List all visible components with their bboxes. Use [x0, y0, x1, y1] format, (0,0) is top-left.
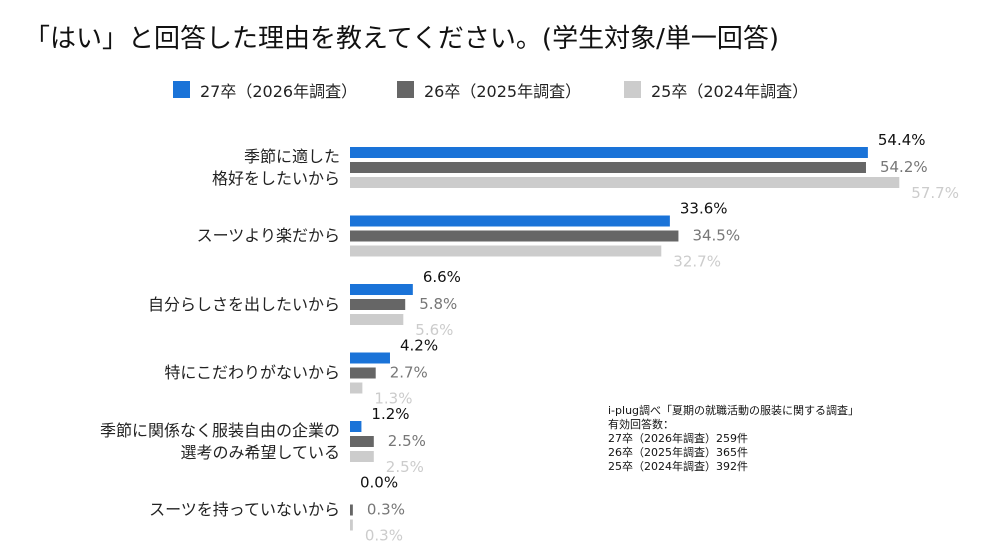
source-note: 25卒（2024年調査）392件	[608, 460, 748, 473]
value-label: 34.5%	[692, 227, 740, 245]
category-label: スーツより楽だから	[196, 226, 340, 245]
bar	[350, 147, 868, 158]
bar	[350, 382, 363, 394]
source-note: 有効回答数：	[608, 418, 674, 431]
category-label: スーツを持っていないから	[149, 500, 340, 519]
source-note: 27卒（2026年調査）259件	[608, 432, 748, 445]
bar	[350, 230, 679, 242]
bar	[350, 352, 390, 364]
bar	[350, 299, 406, 310]
value-label: 54.4%	[878, 131, 926, 149]
value-label: 32.7%	[673, 253, 721, 271]
value-label: 2.5%	[386, 458, 424, 476]
category-label: 季節に関係なく服装自由の企業の 選考のみ希望している	[99, 420, 340, 462]
category-label: 自分らしさを出したいから	[147, 294, 340, 314]
category-label: 季節に適した 格好をしたいから	[211, 146, 340, 188]
value-label: 6.6%	[423, 268, 461, 286]
bar	[350, 421, 362, 432]
legend-label: 25卒（2024年調査）	[651, 82, 809, 101]
bar	[350, 215, 670, 227]
value-label: 5.6%	[415, 321, 453, 339]
chart-title: 「はい」と回答した理由を教えてください。(学生対象/単一回答)	[24, 24, 779, 54]
legend-swatch	[397, 81, 414, 98]
legend-label: 27卒（2026年調査）	[200, 82, 358, 101]
value-label: 57.7%	[911, 184, 959, 202]
value-label: 54.2%	[880, 158, 928, 176]
bar	[350, 177, 900, 188]
value-label: 1.2%	[371, 405, 409, 423]
bar	[350, 451, 374, 462]
value-label: 1.3%	[374, 390, 412, 408]
bar	[350, 284, 413, 295]
legend-label: 26卒（2025年調査）	[424, 82, 582, 101]
value-label: 5.8%	[419, 295, 457, 313]
value-label: 4.2%	[400, 337, 438, 355]
category-label: 特にこだわりがないから	[164, 363, 340, 382]
source-note: 26卒（2025年調査）365件	[608, 446, 748, 459]
value-label: 0.0%	[360, 474, 398, 492]
bar	[350, 162, 866, 173]
bar	[350, 367, 376, 379]
bar	[350, 519, 353, 531]
legend-swatch	[173, 81, 190, 98]
value-label: 0.3%	[367, 501, 405, 519]
legend-swatch	[624, 81, 641, 98]
value-label: 0.3%	[365, 527, 403, 545]
bar	[350, 314, 404, 325]
value-label: 2.7%	[390, 364, 428, 382]
value-label: 33.6%	[680, 200, 728, 218]
bar	[350, 245, 662, 257]
value-label: 2.5%	[388, 432, 426, 450]
bar	[350, 504, 353, 516]
bar	[350, 436, 374, 447]
source-note: i-plug調べ「夏期の就職活動の服装に関する調査」	[608, 404, 860, 417]
